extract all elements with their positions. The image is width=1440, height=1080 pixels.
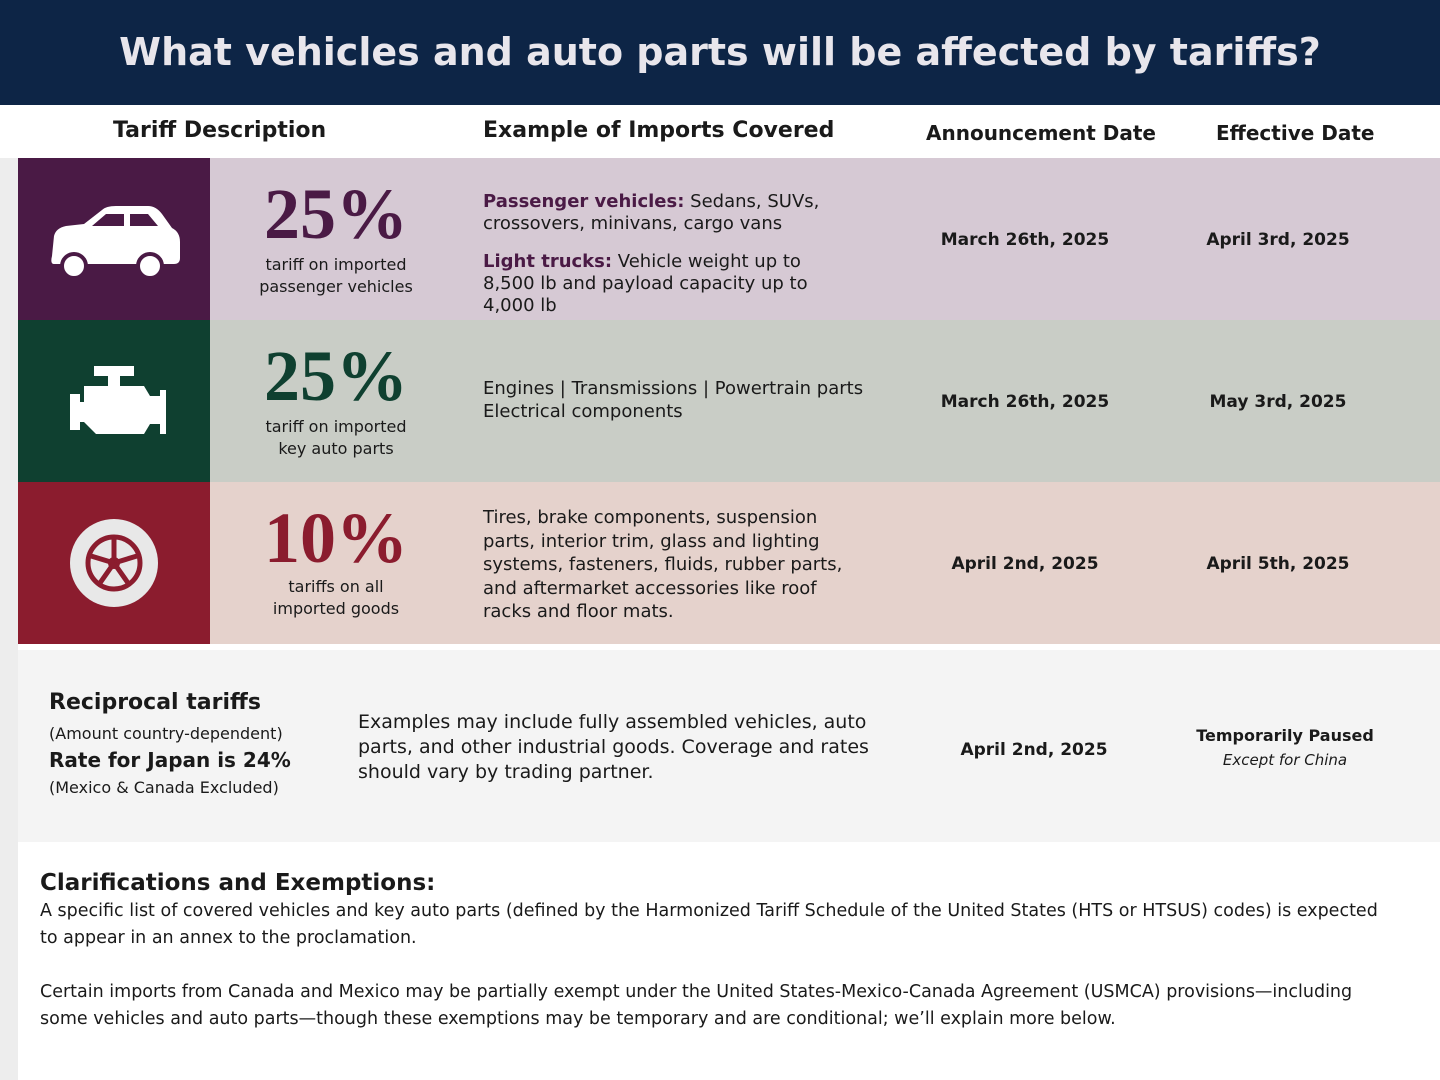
reciprocal-note: (Amount country-dependent) — [49, 724, 283, 743]
effective-note: Except for China — [1222, 751, 1348, 769]
example-text: Sedans, SUVs, crossovers, minivans, carg… — [483, 191, 820, 234]
example-label: Light trucks: — [483, 251, 613, 272]
example-text: Vehicle weight up to 8,500 lb and payloa… — [483, 251, 808, 316]
column-header: Effective Date — [1216, 121, 1375, 145]
column-header: Announcement Date — [926, 121, 1156, 145]
effective-date: Temporarily Paused — [1196, 726, 1374, 745]
side-strip — [0, 158, 18, 1080]
wheel-icon — [70, 519, 158, 607]
rate: 10% — [264, 498, 408, 578]
rate-caption: key auto parts — [278, 439, 394, 458]
engine-icon — [70, 366, 166, 434]
clarifications-title: Clarifications and Exemptions: — [40, 870, 436, 896]
effective-date: April 3rd, 2025 — [1206, 230, 1350, 250]
title: What vehicles and auto parts will be aff… — [119, 30, 1321, 74]
rate: 25% — [264, 174, 408, 254]
rate-caption: imported goods — [272, 599, 400, 618]
example: Engines | Transmissions | Powertrain par… — [483, 378, 864, 399]
icon-cell — [18, 158, 210, 320]
rate: 25% — [264, 336, 408, 416]
example: Light trucks: Vehicle weight up to 8,500… — [483, 251, 843, 317]
rate-caption: tariff on imported — [265, 417, 407, 436]
reciprocal-exclusion: (Mexico & Canada Excluded) — [49, 778, 279, 797]
announcement-date: March 26th, 2025 — [940, 230, 1110, 250]
clarification-paragraph: A specific list of covered vehicles and … — [40, 901, 1378, 948]
reciprocal-rate: Rate for Japan is 24% — [49, 748, 291, 772]
rate-caption: passenger vehicles — [259, 277, 413, 296]
example: Electrical components — [483, 401, 683, 422]
effective-date: May 3rd, 2025 — [1209, 392, 1347, 412]
column-header: Example of Imports Covered — [483, 118, 835, 143]
clarification-paragraph: Certain imports from Canada and Mexico m… — [40, 982, 1353, 1029]
icon-cell — [18, 320, 210, 482]
announcement-date: March 26th, 2025 — [940, 392, 1110, 412]
tariff-row: 10% tariffs on all imported goods Tires,… — [18, 482, 1440, 644]
column-header: Tariff Description — [113, 118, 327, 143]
rate-caption: tariffs on all — [288, 577, 384, 596]
example: Passenger vehicles: Sedans, SUVs, crosso… — [483, 191, 843, 235]
effective-date: April 5th, 2025 — [1206, 554, 1350, 574]
tariff-row: 25% tariff on imported key auto parts En… — [18, 320, 1440, 482]
reciprocal-description: Examples may include fully assembled veh… — [358, 711, 869, 783]
car-icon — [51, 206, 181, 280]
announcement-date: April 2nd, 2025 — [951, 554, 1099, 574]
example-label: Passenger vehicles: — [483, 191, 685, 212]
rate-caption: tariff on imported — [265, 255, 407, 274]
reciprocal-title: Reciprocal tariffs — [49, 690, 261, 715]
icon-cell — [18, 482, 210, 644]
tariff-row: 25% tariff on imported passenger vehicle… — [18, 158, 1440, 320]
example: Tires, brake components, suspension part… — [483, 507, 843, 622]
header: What vehicles and auto parts will be aff… — [0, 0, 1440, 105]
reciprocal-section: Reciprocal tariffs (Amount country-depen… — [18, 650, 1440, 842]
announcement-date: April 2nd, 2025 — [960, 740, 1108, 760]
